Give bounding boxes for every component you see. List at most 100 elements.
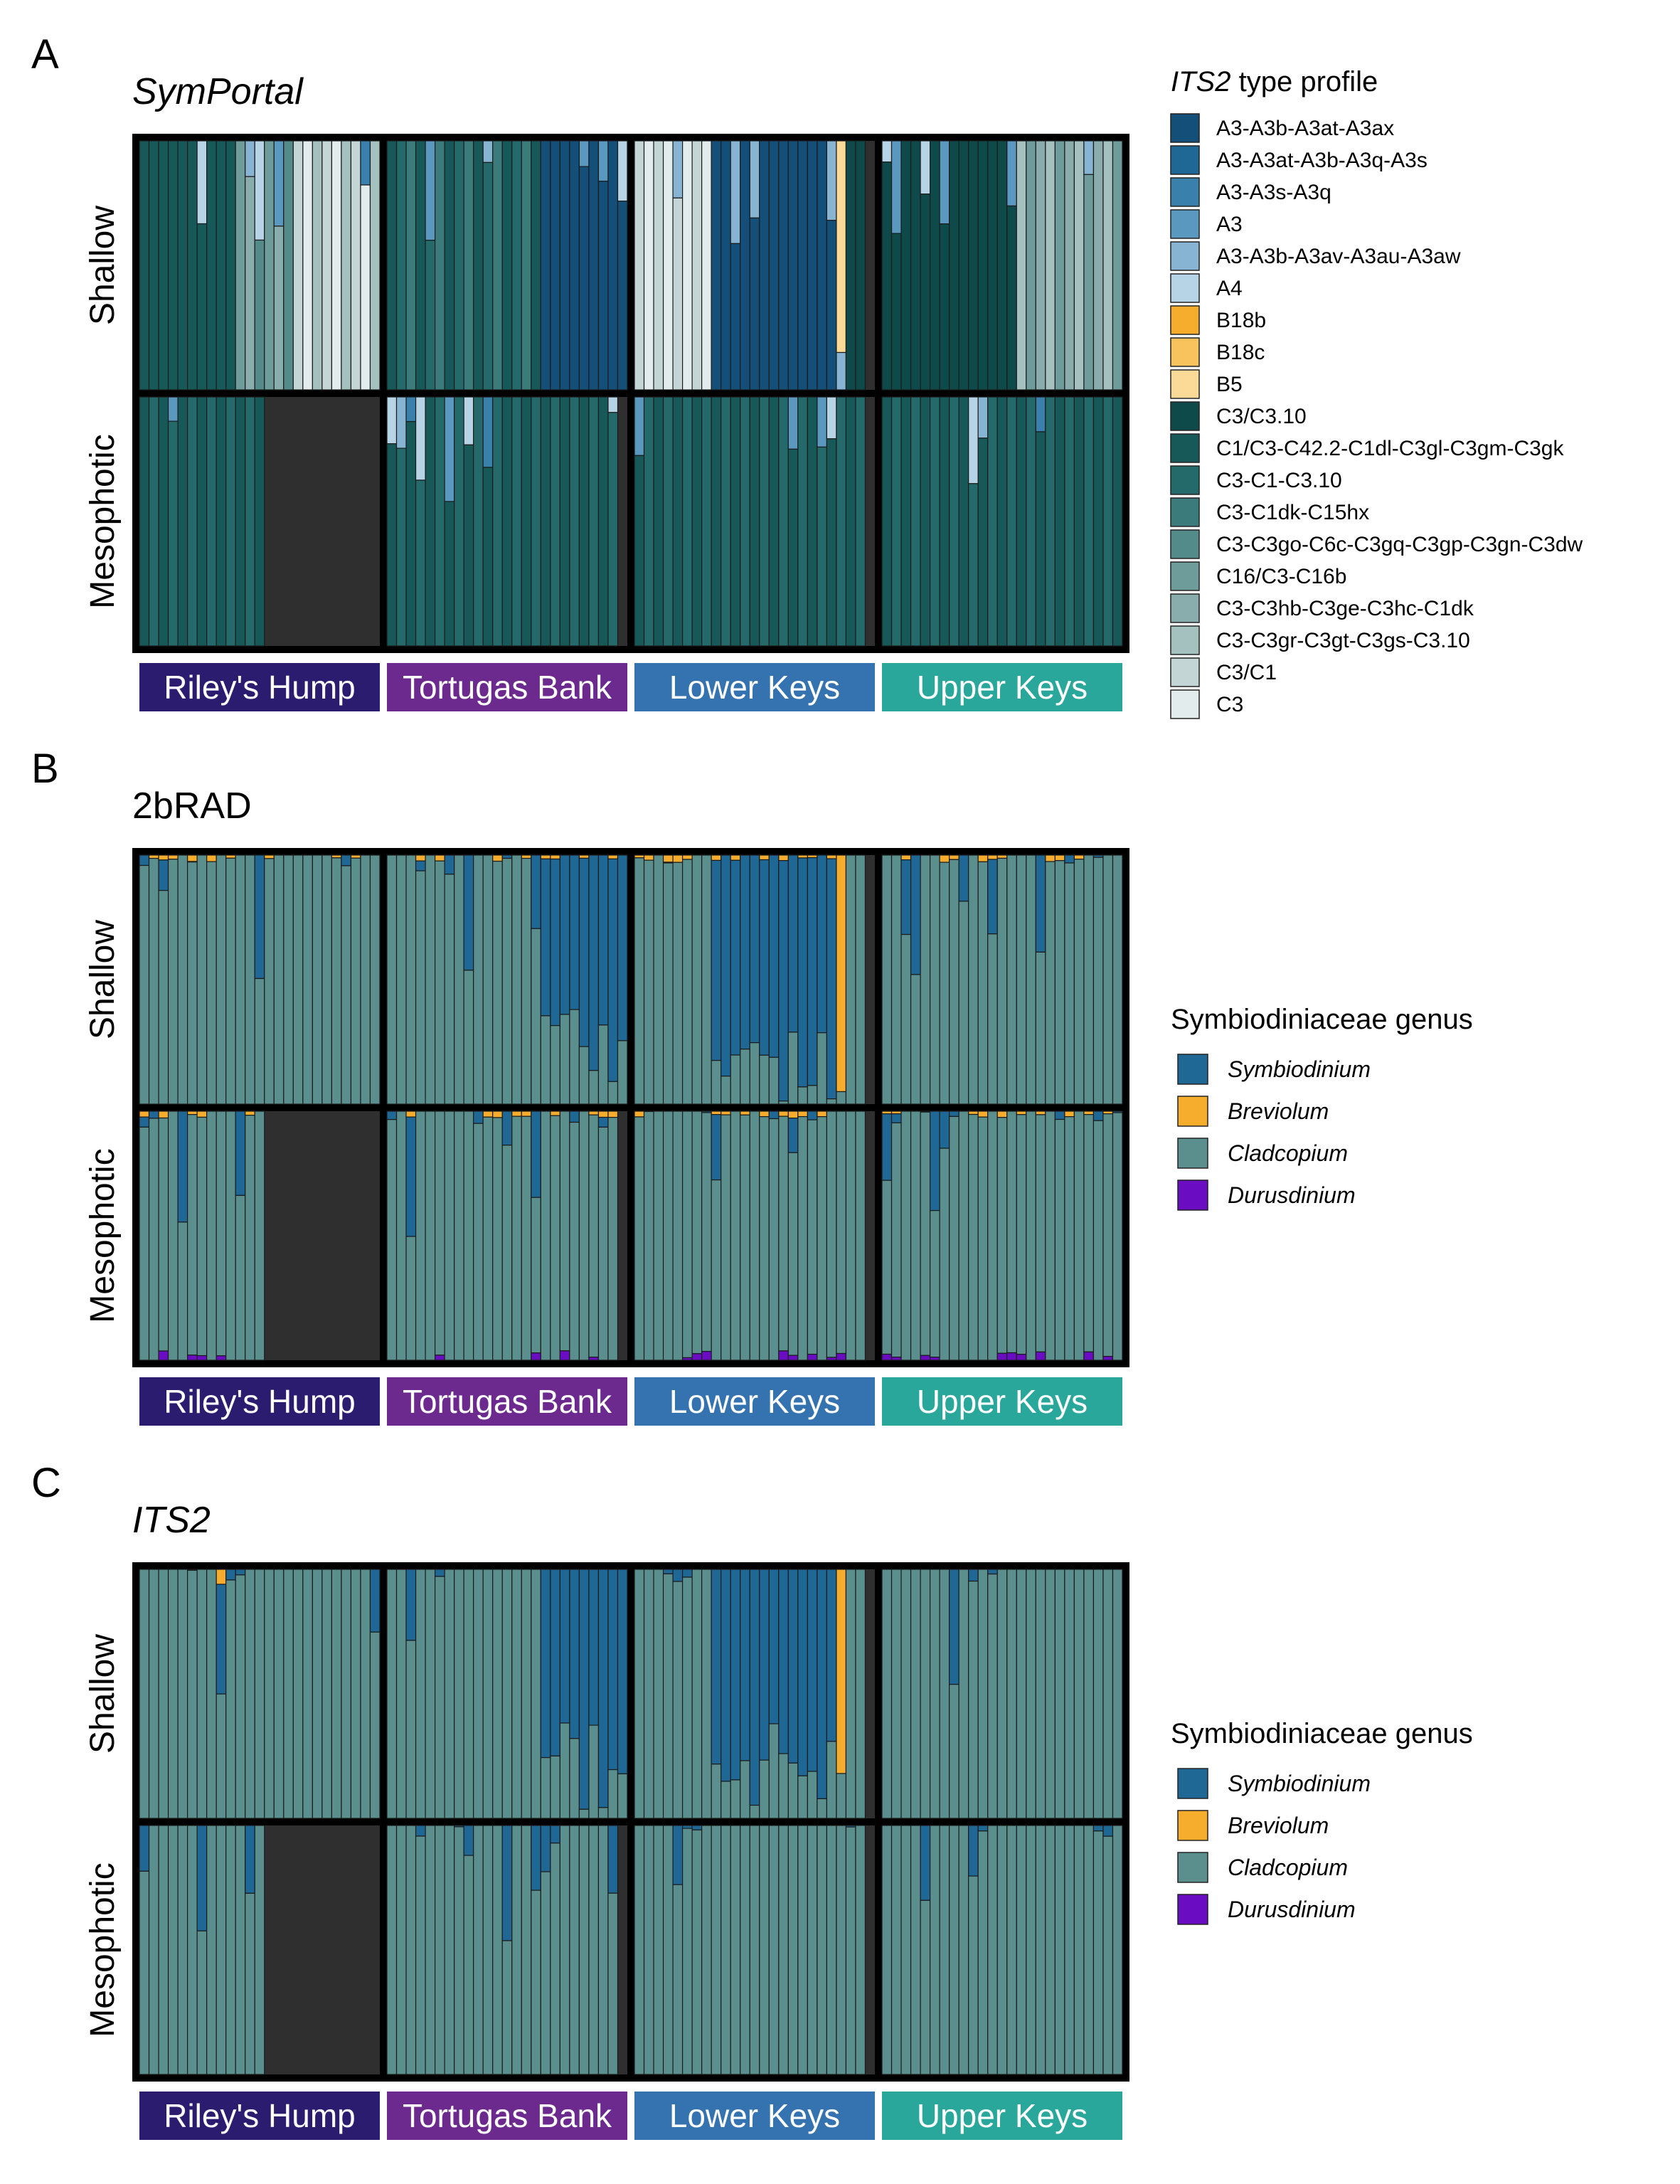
bar-segment [235, 140, 246, 391]
bar-segment [653, 396, 664, 647]
bar-segment [1006, 1352, 1017, 1361]
bar-segment [1092, 857, 1104, 1105]
bar-segment [369, 854, 381, 1105]
bar-segment [1064, 1116, 1075, 1361]
bar-segment [826, 396, 837, 440]
bar-segment [929, 1110, 940, 1212]
bar-segment [454, 140, 464, 391]
bar-segment [740, 396, 750, 647]
bar-segment [987, 1573, 998, 1819]
bar-segment [578, 166, 590, 391]
bar-segment [817, 1116, 828, 1361]
bar-segment [939, 223, 950, 391]
bar-segment [321, 854, 333, 1105]
bar-segment [1064, 1825, 1075, 2075]
bar-segment [386, 396, 398, 445]
bar-segment [1045, 396, 1056, 647]
legend: Symbiodiniaceae genus Symbiodinium Breviol… [1171, 1718, 1473, 1925]
bar-segment [434, 1825, 445, 2075]
bar-segment [341, 1569, 352, 1819]
bar-segment [778, 1825, 789, 2075]
bar-segment [836, 1569, 847, 1774]
bar-segment [920, 140, 931, 195]
bar-segment [1054, 1825, 1065, 2075]
bar-segment [444, 501, 455, 647]
bar-segment [511, 1115, 522, 1361]
bar-segment [939, 140, 950, 225]
bar-segment [225, 1825, 236, 2075]
bar-segment [740, 1760, 750, 1819]
legend-label: C3 [1216, 693, 1243, 716]
bar-segment [987, 859, 998, 935]
bar-segment [254, 977, 265, 1105]
bar-segment [787, 1110, 799, 1119]
bar-segment [987, 396, 998, 647]
bar-segment [759, 140, 770, 391]
bar-segment [196, 1116, 208, 1357]
bar-segment [463, 140, 474, 391]
bar-segment [559, 1110, 570, 1352]
bar-segment [807, 1119, 818, 1355]
bar-segment [607, 858, 619, 1082]
bar-segment [996, 1569, 1008, 1819]
legend-label: C3-C3hb-C3ge-C3hc-C1dk [1216, 597, 1474, 620]
bar-segment [482, 1110, 494, 1118]
site-label-box [634, 1377, 875, 1426]
bar-segment [1083, 1569, 1095, 1819]
bar-segment [501, 1569, 513, 1819]
site-label-box [387, 2092, 627, 2140]
legend-label: A4 [1216, 277, 1243, 300]
bar-segment [559, 396, 570, 647]
bar-segment [759, 1054, 770, 1105]
bar-segment [1092, 396, 1104, 647]
bar-segment [235, 854, 246, 1105]
bar-segment [1054, 396, 1065, 647]
bar-segment [778, 1569, 789, 1754]
bar-segment [958, 140, 969, 391]
bar-segment [939, 1147, 950, 1361]
bar-segment [977, 396, 989, 439]
legend-swatch [1170, 465, 1200, 495]
bar-segment [607, 1117, 619, 1361]
bar-segment [473, 1110, 484, 1124]
bar-segment [759, 1825, 770, 2075]
bar-segment [463, 1855, 474, 2075]
bar-segment [662, 854, 674, 863]
bar-segment [550, 1025, 560, 1105]
bar-segment [492, 1117, 503, 1361]
bar-segment [1045, 1569, 1056, 1819]
bar-segment [759, 1116, 770, 1361]
bar-segment [369, 140, 381, 391]
bar-segment [521, 140, 532, 391]
bar-segment [920, 1569, 931, 1819]
bar-segment [597, 1024, 609, 1105]
bar-segment [826, 438, 837, 647]
bar-segment [817, 854, 828, 1034]
bar-segment [958, 1110, 969, 1361]
legend-label: C3/C3.10 [1216, 405, 1307, 428]
bar-segment [845, 1110, 856, 1361]
bar-segment [949, 1110, 959, 1118]
bar-segment [578, 854, 590, 859]
bar-segment [331, 857, 342, 1105]
bar-segment [1026, 140, 1036, 391]
site-label-0: Riley's Hump [164, 2097, 356, 2134]
bar-segment [187, 862, 198, 1105]
bar-segment [540, 858, 551, 1017]
site-label-1: Tortugas Bank [403, 1383, 612, 1420]
bar-segment [206, 1110, 217, 1361]
bar-segment [778, 1101, 789, 1105]
bar-segment [996, 1117, 1008, 1354]
bar-segment [1102, 1569, 1114, 1819]
bar-segment [855, 396, 866, 647]
bar-segment [691, 854, 703, 1105]
bar-segment [607, 1081, 619, 1105]
bar-segment [597, 396, 609, 647]
bar-segment [617, 1569, 628, 1775]
bar-segment [817, 1825, 828, 2075]
bar-segment [597, 854, 609, 1026]
bar-segment [415, 396, 426, 481]
bar-segment [531, 1569, 541, 1819]
bar-segment [900, 396, 912, 647]
bar-segment [511, 1825, 522, 2075]
